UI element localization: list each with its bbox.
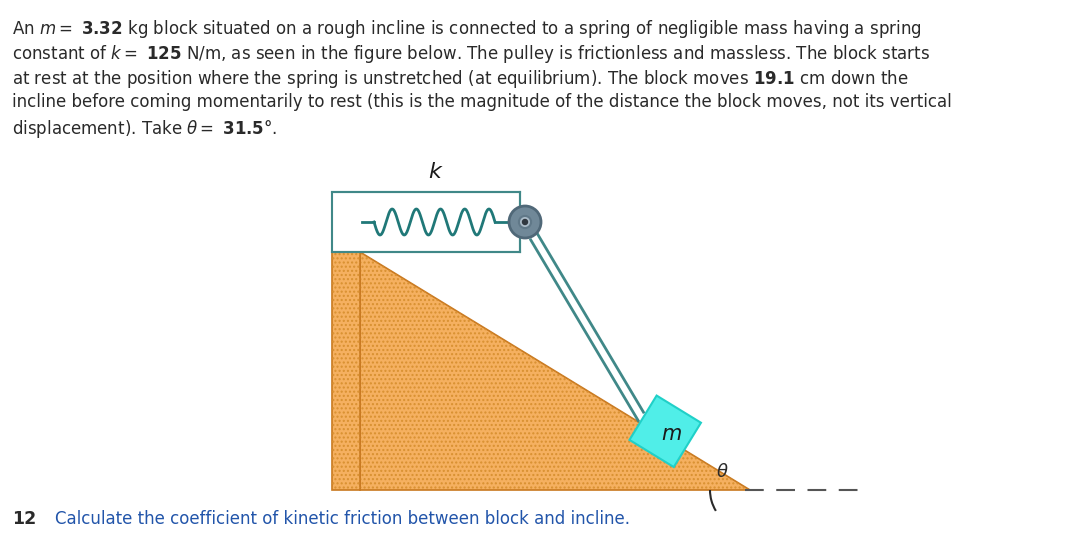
Text: $\theta$: $\theta$ — [716, 463, 729, 481]
Circle shape — [519, 216, 531, 228]
Circle shape — [509, 206, 542, 238]
Bar — [332, 247, 360, 490]
Text: An $m = $ $\mathbf{3.32}$ kg block situated on a rough incline is connected to a: An $m = $ $\mathbf{3.32}$ kg block situa… — [12, 18, 922, 40]
Polygon shape — [629, 395, 701, 467]
Text: incline before coming momentarily to rest (this is the magnitude of the distance: incline before coming momentarily to res… — [12, 93, 952, 111]
Text: m: m — [661, 424, 681, 444]
Text: Calculate the coefficient of kinetic friction between block and incline.: Calculate the coefficient of kinetic fri… — [55, 510, 630, 528]
Bar — [332, 192, 520, 252]
Text: constant of $k = $ $\mathbf{125}$ N/m, as seen in the figure below. The pulley i: constant of $k = $ $\mathbf{125}$ N/m, a… — [12, 43, 930, 65]
Polygon shape — [360, 252, 751, 490]
Text: k: k — [428, 162, 441, 182]
Text: displacement). Take $\theta = $ $\mathbf{31.5°}$.: displacement). Take $\theta = $ $\mathbf… — [12, 118, 277, 140]
Text: 12: 12 — [12, 510, 36, 528]
Bar — [332, 247, 360, 490]
Circle shape — [522, 219, 527, 224]
Text: at rest at the position where the spring is unstretched (at equilibrium). The bl: at rest at the position where the spring… — [12, 68, 909, 90]
